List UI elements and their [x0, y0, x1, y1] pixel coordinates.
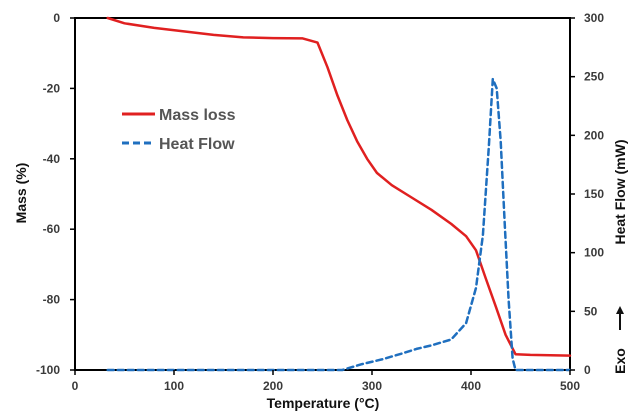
legend-item-heat-flow: Heat Flow — [122, 136, 235, 153]
legend-item-mass-loss: Mass loss — [122, 107, 236, 124]
left-y-tick-label: -20 — [43, 81, 61, 95]
x-tick-label: 100 — [164, 379, 184, 393]
exo-arrow-icon — [616, 306, 624, 330]
legend-label-heat-flow: Heat Flow — [159, 136, 235, 153]
legend-label-mass-loss: Mass loss — [159, 107, 236, 124]
right-y-tick-label: 50 — [584, 304, 598, 318]
plot-area — [74, 17, 571, 371]
x-tick-label: 0 — [72, 379, 79, 393]
series-lines — [106, 16, 572, 372]
legend: Mass loss Heat Flow — [122, 107, 236, 153]
x-tick-label: 500 — [560, 379, 580, 393]
right-y-axis-title: Heat Flow (mW) — [612, 140, 628, 245]
right-y-tick-label: 250 — [584, 70, 604, 84]
right-y-tick-label: 0 — [584, 363, 591, 377]
series-line-mass-loss — [106, 16, 572, 357]
right-y-tick-label: 100 — [584, 246, 604, 260]
exo-label: Exo — [612, 348, 628, 374]
left-y-tick-label: -80 — [43, 293, 61, 307]
left-y-axis-title: Mass (%) — [13, 163, 29, 224]
left-y-tick-label: -100 — [36, 363, 60, 377]
x-tick-label: 400 — [461, 379, 481, 393]
x-tick-label: 200 — [263, 379, 283, 393]
right-y-tick-label: 150 — [584, 187, 604, 201]
series-line-heat-flow — [106, 77, 572, 372]
plot-frame — [74, 17, 571, 371]
right-y-tick-label: 200 — [584, 128, 604, 142]
axis-ticks: 0 100 200 300 400 5000-20-40-60-80-1003002502… — [36, 11, 604, 393]
x-tick-label: 300 — [362, 379, 382, 393]
x-axis-title: Temperature (°C) — [267, 395, 380, 411]
right-y-tick-label: 300 — [584, 11, 604, 25]
left-y-tick-label: -40 — [43, 152, 61, 166]
left-y-tick-label: -60 — [43, 222, 61, 236]
left-y-tick-label: 0 — [53, 11, 60, 25]
